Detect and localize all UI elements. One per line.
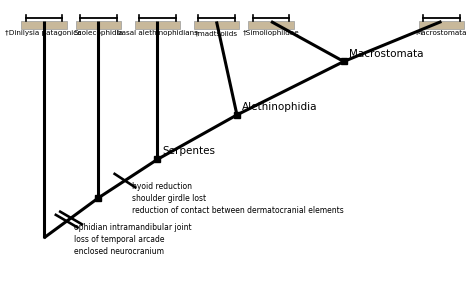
Text: †madtsoiids: †madtsoiids — [195, 30, 238, 36]
Bar — [248, 21, 294, 29]
Text: Serpentes: Serpentes — [163, 146, 216, 156]
Text: Scolecophidia: Scolecophidia — [73, 30, 123, 36]
Text: loss of temporal arcade: loss of temporal arcade — [73, 235, 164, 244]
Text: Macrostomata: Macrostomata — [349, 49, 424, 58]
Text: reduction of contact between dermatocranial elements: reduction of contact between dermatocran… — [132, 206, 344, 215]
Text: shoulder girdle lost: shoulder girdle lost — [132, 194, 206, 203]
Bar — [194, 21, 239, 29]
Text: †Dinilysia patagonica: †Dinilysia patagonica — [6, 30, 82, 36]
Text: Alethinophidia: Alethinophidia — [242, 102, 318, 112]
Text: enclosed neurocranium: enclosed neurocranium — [73, 247, 164, 256]
Bar — [135, 21, 180, 29]
Text: †Simoliophiidae: †Simoliophiidae — [243, 30, 300, 36]
Bar — [76, 21, 121, 29]
Bar — [21, 21, 66, 29]
Text: Macrostomata: Macrostomata — [416, 30, 467, 36]
Text: basal alethinophidians: basal alethinophidians — [117, 30, 198, 36]
Text: ophidian intramandibular joint: ophidian intramandibular joint — [73, 223, 191, 232]
Text: hyoid reduction: hyoid reduction — [132, 182, 192, 191]
Bar — [419, 21, 464, 29]
